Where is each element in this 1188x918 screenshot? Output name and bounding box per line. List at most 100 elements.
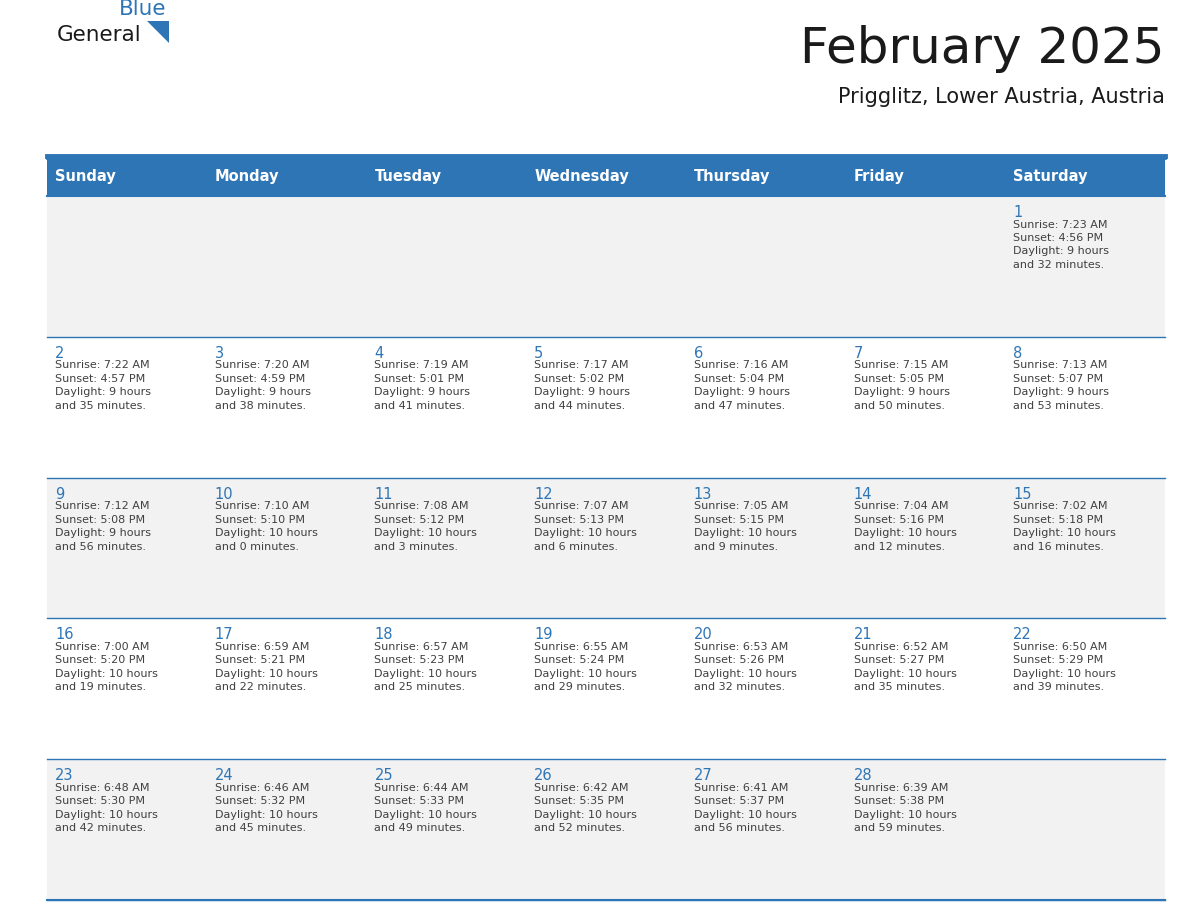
Text: Sunrise: 7:12 AM: Sunrise: 7:12 AM (55, 501, 150, 511)
Bar (1005, 759, 1165, 900)
Text: Daylight: 9 hours: Daylight: 9 hours (535, 387, 630, 397)
Text: Prigglitz, Lower Austria, Austria: Prigglitz, Lower Austria, Austria (838, 87, 1165, 107)
Bar (1005, 158, 1165, 196)
Bar (685, 196, 846, 337)
Bar (1005, 196, 1165, 337)
Text: Sunrise: 7:07 AM: Sunrise: 7:07 AM (535, 501, 628, 511)
Bar (846, 759, 1005, 900)
Text: and 59 minutes.: and 59 minutes. (853, 823, 944, 834)
Bar (48, 477, 207, 619)
Text: 19: 19 (535, 627, 552, 643)
Text: and 32 minutes.: and 32 minutes. (1013, 260, 1105, 270)
Text: Sunrise: 6:41 AM: Sunrise: 6:41 AM (694, 783, 788, 793)
Bar (846, 619, 1005, 759)
Text: 23: 23 (55, 768, 74, 783)
Text: Daylight: 9 hours: Daylight: 9 hours (55, 528, 151, 538)
Text: Sunrise: 6:53 AM: Sunrise: 6:53 AM (694, 642, 788, 652)
Text: Sunset: 4:57 PM: Sunset: 4:57 PM (55, 374, 145, 384)
Text: Saturday: Saturday (1013, 170, 1088, 185)
Text: Daylight: 10 hours: Daylight: 10 hours (374, 669, 478, 679)
Text: Sunset: 5:08 PM: Sunset: 5:08 PM (55, 515, 145, 524)
Text: 3: 3 (215, 346, 223, 361)
Text: and 38 minutes.: and 38 minutes. (215, 401, 305, 410)
Bar (526, 196, 685, 337)
Text: Daylight: 10 hours: Daylight: 10 hours (1013, 528, 1117, 538)
Text: Sunrise: 6:44 AM: Sunrise: 6:44 AM (374, 783, 469, 793)
Text: Daylight: 10 hours: Daylight: 10 hours (55, 669, 158, 679)
Text: and 47 minutes.: and 47 minutes. (694, 401, 785, 410)
Text: 28: 28 (853, 768, 872, 783)
Text: 4: 4 (374, 346, 384, 361)
Text: February 2025: February 2025 (801, 25, 1165, 73)
Text: Sunrise: 7:20 AM: Sunrise: 7:20 AM (215, 360, 309, 370)
Text: Sunset: 5:23 PM: Sunset: 5:23 PM (374, 655, 465, 666)
Bar (846, 158, 1005, 196)
Text: and 19 minutes.: and 19 minutes. (55, 682, 146, 692)
Text: and 39 minutes.: and 39 minutes. (1013, 682, 1105, 692)
Text: Sunday: Sunday (55, 170, 115, 185)
Text: Sunset: 5:05 PM: Sunset: 5:05 PM (853, 374, 943, 384)
Text: Daylight: 10 hours: Daylight: 10 hours (374, 528, 478, 538)
Text: and 9 minutes.: and 9 minutes. (694, 542, 778, 552)
Text: Daylight: 10 hours: Daylight: 10 hours (55, 810, 158, 820)
Text: Sunrise: 7:17 AM: Sunrise: 7:17 AM (535, 360, 628, 370)
Text: Daylight: 10 hours: Daylight: 10 hours (215, 669, 317, 679)
Text: Sunset: 4:59 PM: Sunset: 4:59 PM (215, 374, 305, 384)
Text: Sunset: 5:35 PM: Sunset: 5:35 PM (535, 796, 624, 806)
Text: Sunrise: 6:55 AM: Sunrise: 6:55 AM (535, 642, 628, 652)
Bar (526, 619, 685, 759)
Text: and 22 minutes.: and 22 minutes. (215, 682, 307, 692)
Polygon shape (147, 21, 169, 43)
Text: Sunrise: 7:00 AM: Sunrise: 7:00 AM (55, 642, 150, 652)
Text: Sunrise: 7:13 AM: Sunrise: 7:13 AM (1013, 360, 1107, 370)
Text: Sunrise: 7:16 AM: Sunrise: 7:16 AM (694, 360, 788, 370)
Text: 25: 25 (374, 768, 393, 783)
Text: Sunset: 5:07 PM: Sunset: 5:07 PM (1013, 374, 1104, 384)
Text: and 52 minutes.: and 52 minutes. (535, 823, 625, 834)
Bar (526, 477, 685, 619)
Text: Sunset: 5:21 PM: Sunset: 5:21 PM (215, 655, 305, 666)
Text: and 49 minutes.: and 49 minutes. (374, 823, 466, 834)
Text: Monday: Monday (215, 170, 279, 185)
Text: Sunset: 5:15 PM: Sunset: 5:15 PM (694, 515, 784, 524)
Text: 12: 12 (535, 487, 552, 501)
Text: Sunset: 5:02 PM: Sunset: 5:02 PM (535, 374, 624, 384)
Bar (48, 759, 207, 900)
Text: Daylight: 10 hours: Daylight: 10 hours (535, 528, 637, 538)
Text: and 56 minutes.: and 56 minutes. (55, 542, 146, 552)
Text: Sunrise: 6:57 AM: Sunrise: 6:57 AM (374, 642, 469, 652)
Text: Daylight: 10 hours: Daylight: 10 hours (694, 669, 797, 679)
Bar (48, 619, 207, 759)
Text: 8: 8 (1013, 346, 1023, 361)
Text: Sunset: 5:10 PM: Sunset: 5:10 PM (215, 515, 304, 524)
Text: Daylight: 9 hours: Daylight: 9 hours (374, 387, 470, 397)
Text: 11: 11 (374, 487, 393, 501)
Text: Daylight: 9 hours: Daylight: 9 hours (853, 387, 949, 397)
Text: 5: 5 (535, 346, 543, 361)
Text: Sunrise: 7:15 AM: Sunrise: 7:15 AM (853, 360, 948, 370)
Text: and 41 minutes.: and 41 minutes. (374, 401, 466, 410)
Text: and 32 minutes.: and 32 minutes. (694, 682, 785, 692)
Text: Sunset: 5:29 PM: Sunset: 5:29 PM (1013, 655, 1104, 666)
Text: and 16 minutes.: and 16 minutes. (1013, 542, 1105, 552)
Bar (366, 759, 526, 900)
Bar (526, 337, 685, 477)
Text: 22: 22 (1013, 627, 1032, 643)
Bar (366, 196, 526, 337)
Text: Thursday: Thursday (694, 170, 770, 185)
Bar (207, 196, 366, 337)
Text: 14: 14 (853, 487, 872, 501)
Bar (685, 337, 846, 477)
Text: Daylight: 9 hours: Daylight: 9 hours (694, 387, 790, 397)
Text: Blue: Blue (119, 0, 166, 19)
Text: 6: 6 (694, 346, 703, 361)
Text: Daylight: 10 hours: Daylight: 10 hours (1013, 669, 1117, 679)
Bar (685, 759, 846, 900)
Bar (846, 196, 1005, 337)
Text: 17: 17 (215, 627, 233, 643)
Bar (1005, 477, 1165, 619)
Text: Sunset: 5:24 PM: Sunset: 5:24 PM (535, 655, 625, 666)
Text: 15: 15 (1013, 487, 1031, 501)
Bar (526, 759, 685, 900)
Bar (366, 619, 526, 759)
